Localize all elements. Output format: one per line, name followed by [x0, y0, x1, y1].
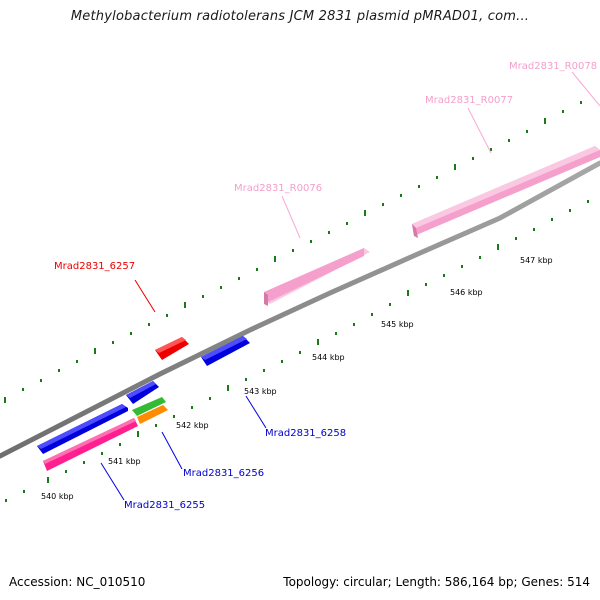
label-mrad2831-r0076[interactable]: Mrad2831_R0076 [234, 183, 322, 194]
gene-6257[interactable] [155, 337, 189, 360]
kbp-label-547: 547 kbp [520, 256, 553, 265]
kbp-label-543: 543 kbp [244, 387, 277, 396]
kbp-label-540: 540 kbp [41, 492, 74, 501]
label-mrad2831-6255[interactable]: Mrad2831_6255 [124, 500, 205, 511]
leader-lines [100, 71, 600, 501]
kbp-label-541: 541 kbp [108, 457, 141, 466]
gene-blue-small[interactable] [126, 381, 159, 404]
kbp-label-542: 542 kbp [176, 421, 209, 430]
kbp-label-544: 544 kbp [312, 353, 345, 362]
gene-6255[interactable] [43, 418, 138, 471]
rna-R0076[interactable] [264, 248, 370, 306]
upper-tick-row [4, 101, 582, 403]
plasmid-backbone [0, 160, 600, 459]
kbp-label-546: 546 kbp [450, 288, 483, 297]
kbp-labels: 540 kbp 541 kbp 542 kbp 543 kbp 544 kbp … [41, 256, 553, 501]
accession-text: Accession: NC_010510 [9, 575, 146, 589]
label-mrad2831-6256[interactable]: Mrad2831_6256 [183, 468, 264, 479]
label-mrad2831-r0077[interactable]: Mrad2831_R0077 [425, 95, 513, 106]
gene-blue-long[interactable] [37, 404, 128, 454]
label-mrad2831-6258[interactable]: Mrad2831_6258 [265, 428, 346, 439]
gene-green[interactable] [132, 397, 166, 416]
lower-tick-row [5, 200, 589, 502]
summary-text: Topology: circular; Length: 586,164 bp; … [283, 575, 590, 589]
gene-6256-orange[interactable] [137, 405, 168, 424]
gene-6258[interactable] [201, 336, 250, 366]
kbp-label-545: 545 kbp [381, 320, 414, 329]
map-title: Methylobacterium radiotolerans JCM 2831 … [70, 9, 530, 24]
label-mrad2831-r0078[interactable]: Mrad2831_R0078 [509, 61, 597, 72]
rna-R0077-R0078[interactable] [412, 146, 600, 238]
label-mrad2831-6257[interactable]: Mrad2831_6257 [54, 261, 135, 272]
